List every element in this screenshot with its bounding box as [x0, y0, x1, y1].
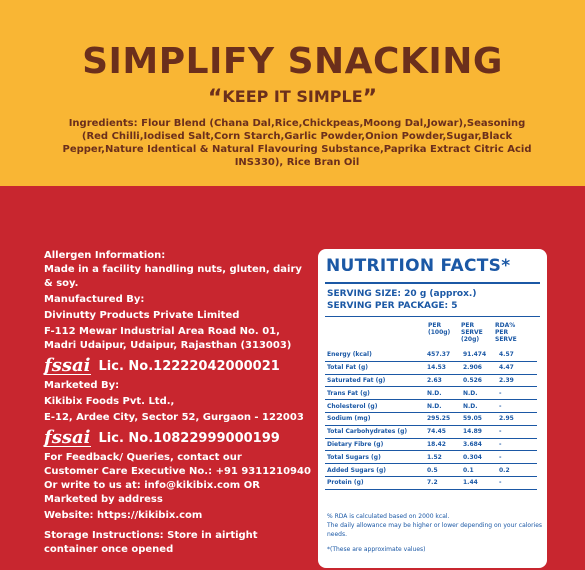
footnote-allowance: The daily allowance may be higher or low…	[327, 522, 543, 538]
manufactured-title: Manufactured By:	[44, 294, 145, 305]
per-100g-value: 14.53	[425, 361, 461, 375]
allergen-text: Made in a facility handling nuts, gluten…	[44, 264, 302, 289]
per-100g-value: 74.45	[425, 425, 461, 439]
rda-value: -	[497, 425, 537, 439]
nutrition-row: Saturated Fat (g) 2.63 0.526 2.39	[325, 374, 537, 388]
nutrient-name: Dietary Fibre (g)	[325, 438, 425, 452]
rda-value: -	[497, 399, 537, 413]
footnote-approx: *(These are approximate values)	[327, 546, 426, 553]
per-serve-value: 14.89	[461, 425, 497, 439]
nutrition-title: NUTRITION FACTS*	[326, 256, 511, 276]
ingredients-text: Ingredients: Flour Blend (Chana Dal,Rice…	[62, 118, 532, 168]
per-100g-value: N.D.	[425, 386, 461, 401]
marketed-title: Marketed By:	[44, 380, 120, 391]
per-serve-value: 91.474	[461, 349, 497, 362]
rda-value: -	[497, 438, 537, 452]
marketer-address: E-12, Ardee City, Sector 52, Gurgaon - 1…	[44, 412, 304, 423]
nutrition-table: Energy (kcal) 457.37 91.474 4.57 Total Fat (…	[325, 349, 537, 490]
tagline-text: KEEP IT SIMPLE	[222, 87, 363, 106]
col-header-perserve: PER SERVE (20g)	[461, 322, 483, 343]
nutrient-name: Cholesterol (g)	[325, 399, 425, 413]
per-serve-value: 0.1	[461, 463, 497, 477]
divider	[325, 316, 540, 317]
manufacturer-name: Divinutty Products Private Limited	[44, 310, 240, 321]
per-serve-value: 0.526	[461, 374, 497, 388]
manufacturer-address: F-112 Mewar Industrial Area Road No. 01,…	[44, 326, 292, 351]
per-serve-value: 3.684	[461, 438, 497, 452]
col-header-per100: PER (100g)	[428, 322, 451, 336]
nutrition-row: Sodium (mg) 295.25 59.05 2.95	[325, 412, 537, 426]
nutrient-name: Added Sugars (g)	[325, 463, 425, 477]
serving-size: SERVING SIZE: 20 g (approx.)	[327, 289, 477, 299]
rda-value: 4.47	[497, 361, 537, 375]
per-serve-value: 2.906	[461, 361, 497, 375]
footnote-rda: % RDA is calculated based on 2000 kcal.	[327, 513, 450, 520]
nutrient-name: Sodium (mg)	[325, 412, 425, 426]
nutrition-row: Energy (kcal) 457.37 91.474 4.57	[325, 349, 537, 362]
per-serve-value: N.D.	[461, 399, 497, 413]
license-number-1: Lic. No.12222042000021	[98, 358, 280, 374]
feedback-title: For Feedback/ Queries, contact our	[44, 452, 242, 463]
rda-value: 2.95	[497, 412, 537, 426]
per-100g-value: 7.2	[425, 476, 461, 490]
per-100g-value: 457.37	[425, 349, 461, 362]
rda-value: 0.2	[497, 463, 537, 477]
fssai-license-1: fssai Lic. No.12222042000021	[44, 355, 314, 376]
per-100g-value: 18.42	[425, 438, 461, 452]
col-header-rda: RDA% PER SERVE	[495, 322, 517, 343]
serving-info: SERVING SIZE: 20 g (approx.) SERVING PER…	[327, 288, 476, 312]
per-serve-value: 0.304	[461, 450, 497, 465]
nutrient-name: Total Fat (g)	[325, 361, 425, 375]
per-serve-value: 59.05	[461, 412, 497, 426]
license-number-2: Lic. No.10822999000199	[98, 430, 280, 446]
per-100g-value: 295.25	[425, 412, 461, 426]
footnote: % RDA is calculated based on 2000 kcal. …	[327, 512, 547, 539]
fssai-license-2: fssai Lic. No.10822999000199	[44, 427, 314, 448]
fssai-logo: fssai	[44, 427, 91, 448]
rda-value: 2.39	[497, 374, 537, 388]
nutrition-row: Trans Fat (g) N.D. N.D. -	[325, 386, 537, 401]
open-quote: “	[207, 86, 223, 111]
nutrition-row: Cholesterol (g) N.D. N.D. -	[325, 399, 537, 413]
nutrient-name: Total Sugars (g)	[325, 450, 425, 465]
nutrition-facts-panel: NUTRITION FACTS* SERVING SIZE: 20 g (app…	[318, 249, 547, 568]
rda-value: -	[497, 450, 537, 465]
rda-value: -	[497, 386, 537, 401]
nutrient-name: Trans Fat (g)	[325, 386, 425, 401]
per-100g-value: 1.52	[425, 450, 461, 465]
nutrient-name: Total Carbohydrates (g)	[325, 425, 425, 439]
allergen-title: Allergen Information:	[44, 250, 166, 261]
nutrition-row: Total Sugars (g) 1.52 0.304-	[325, 450, 537, 465]
rda-value: 4.57	[497, 349, 537, 362]
per-100g-value: 0.5	[425, 463, 461, 477]
tagline: “KEEP IT SIMPLE”	[0, 86, 585, 111]
nutrition-row: Total Fat (g) 14.53 2.906 4.47	[325, 361, 537, 375]
per-serve-value: N.D.	[461, 386, 497, 401]
nutrition-row: Protein (g) 7.2 1.44-	[325, 476, 537, 490]
divider	[325, 282, 540, 284]
nutrient-name: Saturated Fat (g)	[325, 374, 425, 388]
servings-per-package: SERVING PER PACKAGE: 5	[327, 301, 458, 311]
headline: SIMPLIFY SNACKING	[82, 41, 503, 82]
top-banner: SIMPLIFY SNACKING “KEEP IT SIMPLE” Ingre…	[0, 0, 585, 186]
nutrient-name: Energy (kcal)	[325, 349, 425, 362]
marketer-name: Kikibix Foods Pvt. Ltd.,	[44, 396, 175, 407]
nutrition-row: Added Sugars (g) 0.5 0.1 0.2	[325, 463, 537, 477]
close-quote: ”	[362, 86, 378, 111]
per-serve-value: 1.44	[461, 476, 497, 490]
fssai-logo: fssai	[44, 355, 91, 376]
storage-text: Storage Instructions: Store in airtight …	[44, 530, 258, 555]
per-100g-value: 2.63	[425, 374, 461, 388]
nutrient-name: Protein (g)	[325, 476, 425, 490]
rda-value: -	[497, 476, 537, 490]
nutrition-row: Total Carbohydrates (g) 74.45 14.89-	[325, 425, 537, 439]
nutrition-row: Dietary Fibre (g) 18.42 3.684-	[325, 438, 537, 452]
feedback-text: Customer Care Executive No.: +91 9311210…	[44, 466, 311, 505]
product-info: Allergen Information: Made in a facility…	[44, 249, 314, 557]
per-100g-value: N.D.	[425, 399, 461, 413]
website-text: Website: https://kikibix.com	[44, 510, 203, 521]
